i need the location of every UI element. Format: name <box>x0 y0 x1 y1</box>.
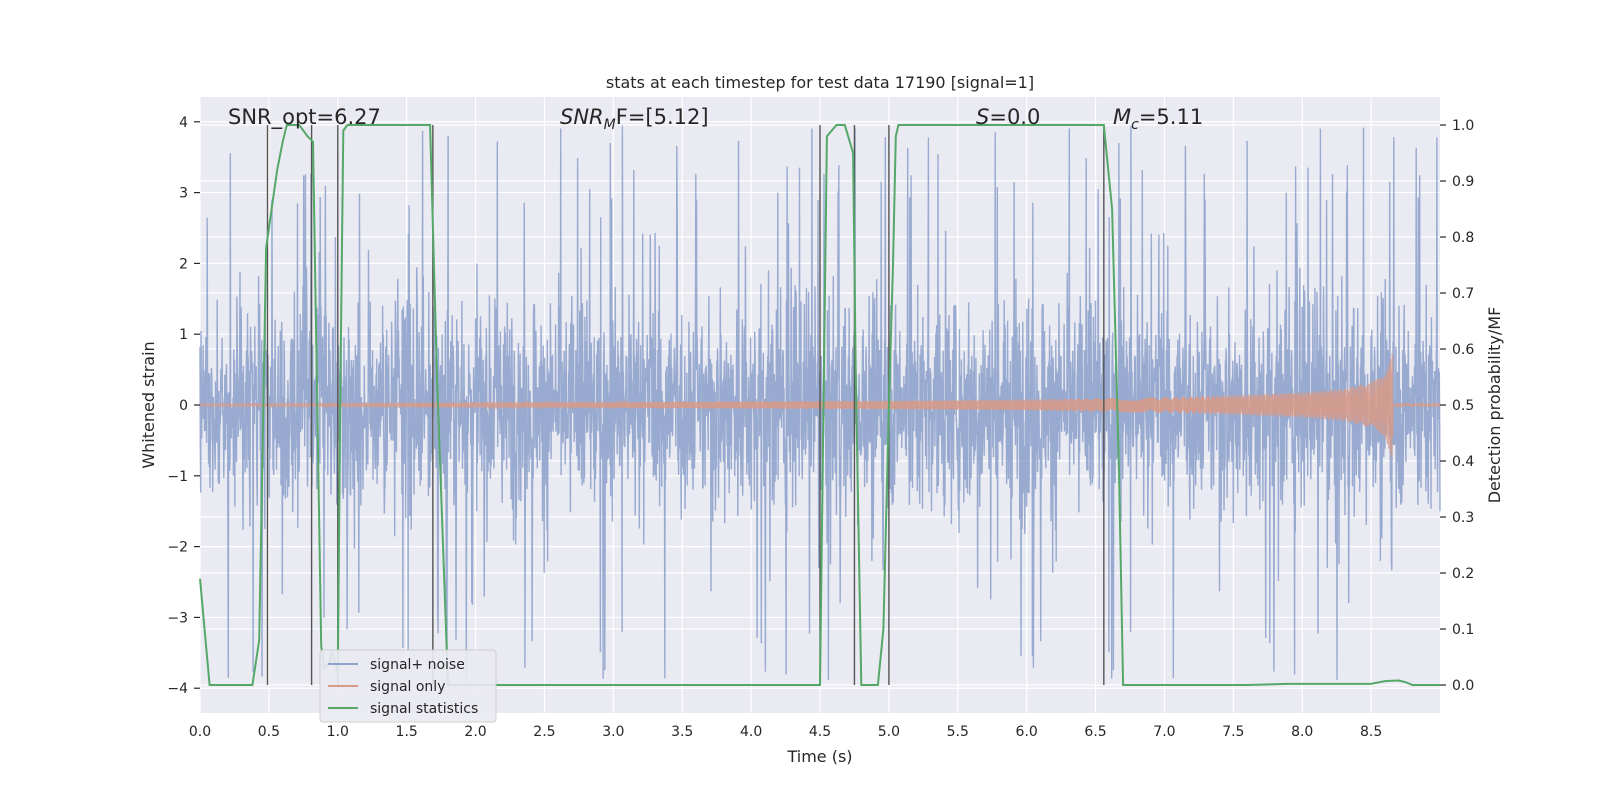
x-tick-label: 0.0 <box>189 724 211 740</box>
x-tick-label: 4.0 <box>740 724 762 740</box>
x-tick-label: 1.5 <box>396 724 418 740</box>
y2-tick-label: 0.1 <box>1452 622 1474 638</box>
legend: signal+ noise signal only signal statistic… <box>319 649 497 723</box>
y2-tick-label: 1.0 <box>1452 118 1474 134</box>
x-tick-label: 6.0 <box>1016 724 1038 740</box>
x-tick-label: 5.0 <box>878 724 900 740</box>
annotation-mc: Mc=5.11 <box>1113 105 1203 133</box>
y-tick-label: −4 <box>167 681 188 697</box>
annotations: SNR_opt=6.27 SNRMF=[5.12] S=0.0 Mc=5.11 <box>228 105 1203 133</box>
y2-tick-label: 0.0 <box>1452 678 1474 694</box>
y-tick-label: −3 <box>167 610 188 626</box>
y2-tick-label: 0.9 <box>1452 174 1474 190</box>
y2-tick-label: 0.2 <box>1452 566 1474 582</box>
x-tick-label: 6.5 <box>1084 724 1106 740</box>
x-tick-label: 3.0 <box>602 724 624 740</box>
x-tick-label: 8.5 <box>1360 724 1382 740</box>
x-tick-label: 0.5 <box>258 724 280 740</box>
y-axis-label: Whitened strain <box>139 341 158 468</box>
x-tick-label: 1.0 <box>327 724 349 740</box>
x-tick-label: 4.5 <box>809 724 831 740</box>
legend-entry: signal+ noise <box>370 657 465 673</box>
chart-title: stats at each timestep for test data 171… <box>606 73 1034 92</box>
y2-axis-ticks: 0.0 0.1 0.2 0.3 0.4 0.5 0.6 0.7 0.8 0.9 1.0 <box>1440 118 1474 694</box>
y2-tick-label: 0.5 <box>1452 398 1474 414</box>
y-tick-label: 0 <box>179 398 188 414</box>
annotation-snr-mf: SNRMF=[5.12] <box>560 105 709 133</box>
x-tick-label: 7.0 <box>1153 724 1175 740</box>
y2-tick-label: 0.4 <box>1452 454 1474 470</box>
annotation-snr-opt: SNR_opt=6.27 <box>228 105 381 130</box>
x-axis-ticks: 0.0 0.5 1.0 1.5 2.0 2.5 3.0 3.5 4.0 4.5 5.0 5.5 6.0 6… <box>189 724 1382 740</box>
y-tick-label: 4 <box>179 115 188 131</box>
y-tick-label: 3 <box>179 186 188 202</box>
y2-tick-label: 0.7 <box>1452 286 1474 302</box>
y-tick-label: −2 <box>167 540 188 556</box>
y-tick-label: −1 <box>167 469 188 485</box>
x-tick-label: 8.0 <box>1291 724 1313 740</box>
legend-entry: signal only <box>370 679 445 695</box>
y-axis-ticks: −4 −3 −2 −1 0 1 2 3 4 <box>167 115 200 697</box>
y-tick-label: 2 <box>179 256 188 272</box>
y-tick-label: 1 <box>179 327 188 343</box>
y2-tick-label: 0.8 <box>1452 230 1474 246</box>
legend-box <box>319 649 497 723</box>
x-tick-label: 7.5 <box>1222 724 1244 740</box>
x-tick-label: 3.5 <box>671 724 693 740</box>
x-axis-label: Time (s) <box>786 747 852 766</box>
annotation-s-stat: S=0.0 <box>976 105 1040 129</box>
y2-tick-label: 0.6 <box>1452 342 1474 358</box>
legend-entry: signal statistics <box>370 701 478 717</box>
y2-tick-label: 0.3 <box>1452 510 1474 526</box>
x-tick-label: 2.5 <box>533 724 555 740</box>
y2-axis-label: Detection probability/MF <box>1485 307 1504 504</box>
x-tick-label: 5.5 <box>947 724 969 740</box>
x-tick-label: 2.0 <box>464 724 486 740</box>
